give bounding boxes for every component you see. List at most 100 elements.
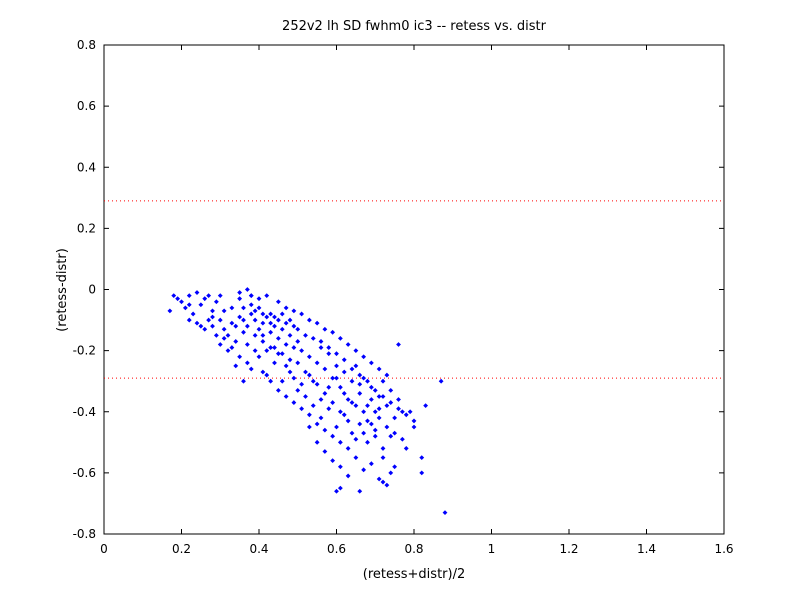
data-point [241, 378, 246, 384]
data-point [283, 342, 289, 347]
data-point [337, 485, 343, 491]
data-point [314, 320, 320, 326]
data-point [334, 363, 339, 369]
data-point [357, 421, 363, 427]
data-point [326, 406, 332, 412]
data-point [186, 302, 192, 308]
data-point [345, 446, 351, 451]
data-point [190, 311, 196, 317]
data-point [341, 391, 347, 396]
data-point [206, 317, 212, 323]
data-point [341, 412, 347, 418]
data-point [337, 384, 343, 390]
data-point [206, 293, 212, 299]
data-point [357, 391, 363, 396]
data-point [330, 329, 336, 335]
data-point [326, 351, 332, 357]
data-point [345, 342, 351, 347]
data-point [221, 326, 227, 332]
data-point [322, 326, 328, 332]
data-point [252, 308, 258, 314]
data-point [252, 317, 258, 323]
data-point [229, 305, 235, 311]
data-point [264, 293, 270, 299]
data-point [241, 305, 246, 311]
data-point [279, 378, 285, 384]
data-point [237, 354, 243, 360]
data-point [275, 336, 281, 341]
data-point [357, 372, 363, 378]
data-point [361, 409, 367, 415]
data-point [295, 360, 301, 366]
data-point [330, 400, 336, 405]
data-point [295, 326, 301, 332]
data-point [322, 366, 328, 372]
data-point [392, 430, 398, 436]
data-point [268, 329, 274, 335]
data-point [372, 409, 378, 415]
data-point [198, 302, 204, 308]
data-point [384, 424, 390, 430]
data-point [314, 360, 320, 366]
data-point [272, 360, 277, 366]
y-tick-label: 0.8 [77, 38, 96, 52]
data-point [334, 351, 339, 357]
data-point [380, 455, 386, 460]
data-point [268, 378, 274, 384]
data-point [380, 394, 386, 399]
data-point [182, 305, 188, 311]
data-point [287, 317, 293, 323]
data-point [353, 436, 359, 442]
data-point [334, 424, 339, 430]
data-point [256, 326, 262, 332]
y-tick-label: -0.2 [73, 344, 96, 358]
data-point [357, 488, 363, 494]
data-point [407, 409, 413, 415]
data-point [272, 345, 277, 350]
data-point [419, 470, 425, 476]
data-point [326, 384, 332, 390]
data-point [264, 348, 270, 354]
data-point [388, 470, 394, 476]
data-point [337, 409, 343, 415]
data-point [310, 378, 316, 384]
x-tick-label: 1.2 [559, 542, 578, 556]
data-point [396, 406, 401, 412]
data-point [380, 378, 386, 384]
data-point [384, 482, 390, 488]
data-point [233, 323, 239, 329]
data-point [438, 378, 444, 384]
data-point [368, 397, 374, 402]
data-point [287, 357, 293, 363]
data-point [322, 427, 328, 433]
data-point [353, 455, 359, 460]
data-point [275, 299, 281, 305]
data-point [248, 366, 254, 372]
data-point [186, 317, 192, 323]
data-point [303, 332, 308, 338]
data-point [396, 342, 401, 347]
data-point [275, 317, 281, 323]
data-point [365, 439, 370, 445]
x-tick-label: 0 [100, 542, 108, 556]
data-point [299, 406, 305, 412]
data-point [318, 345, 324, 350]
data-point [287, 369, 293, 375]
data-point [403, 446, 409, 451]
data-point [442, 510, 448, 516]
data-point [384, 403, 390, 409]
data-point [411, 424, 417, 430]
x-tick-label: 0.2 [172, 542, 191, 556]
data-point [322, 449, 328, 454]
data-point [244, 342, 250, 347]
data-point [345, 473, 351, 479]
data-point [380, 479, 386, 485]
data-point [361, 430, 367, 436]
data-point [349, 430, 355, 436]
data-point [337, 439, 343, 445]
data-point [213, 332, 219, 338]
data-point [334, 375, 339, 381]
data-point [241, 317, 246, 323]
data-point [365, 403, 370, 409]
